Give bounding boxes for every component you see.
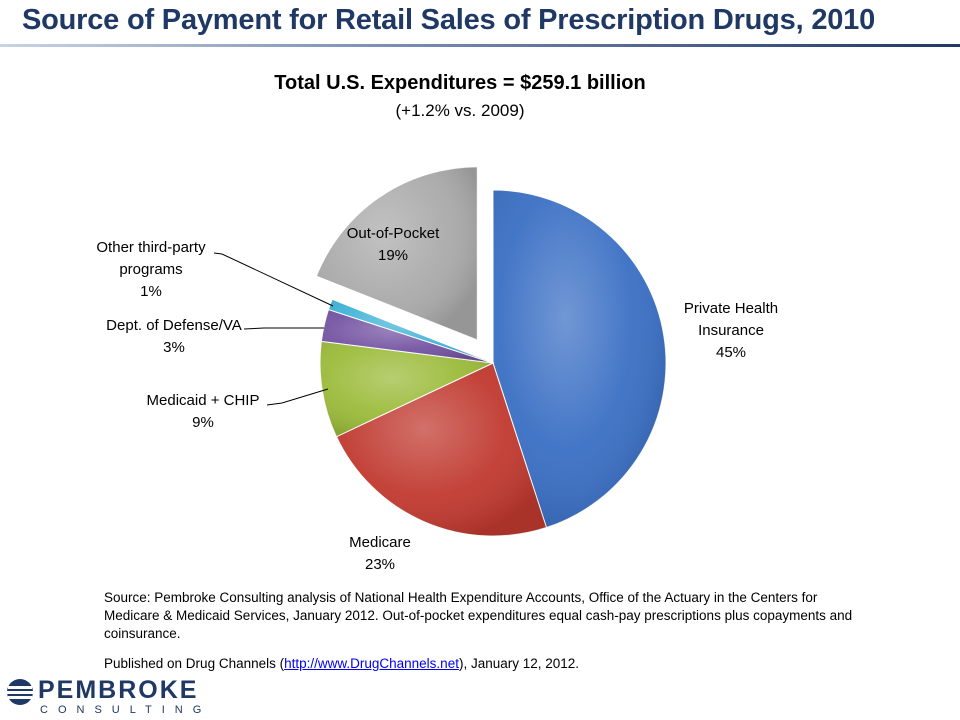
slice-label-dept-of-defense-va: Dept. of Defense/VA 3% — [106, 317, 242, 356]
title-rule — [0, 44, 960, 47]
slice-label-out-of-pocket: Out-of-Pocket 19% — [347, 225, 440, 264]
slice-label-private-health-insurance: Private Health Insurance 45% — [684, 300, 778, 361]
logo-wordmark: PEMBROKE — [38, 676, 199, 704]
chart-subtitle: (+1.2% vs. 2009) — [395, 101, 525, 120]
leader-line-medicaid-chip — [266, 388, 329, 406]
logo-subtitle: CONSULTING — [40, 704, 212, 716]
pembroke-logo-icon — [7, 679, 33, 705]
pembroke-logo: PEMBROKE CONSULTING — [4, 676, 204, 720]
drug-channels-link[interactable]: http://www.DrugChannels.net — [284, 656, 459, 671]
pie-slice-shading-out-of-pocket — [316, 166, 478, 340]
published-prefix: Published on Drug Channels ( — [104, 656, 285, 671]
leader-line-other-third-party-programs — [213, 252, 334, 307]
pie-slice-shading-private-health-insurance — [493, 190, 666, 528]
source-note: Source: Pembroke Consulting analysis of … — [104, 590, 853, 641]
page-title: Source of Payment for Retail Sales of Pr… — [22, 4, 876, 36]
chart-title: Total U.S. Expenditures = $259.1 billion — [274, 72, 646, 94]
slice-label-other-third-party-programs: Other third-party programs 1% — [96, 239, 206, 300]
leader-line-dept-of-defense-va — [243, 327, 324, 330]
pie-slice-shading-other-third-party-programs — [328, 299, 493, 363]
published-note: Published on Drug Channels (http://www.D… — [104, 656, 579, 671]
pie-slice-shading-medicare — [336, 363, 547, 536]
published-suffix: ), January 12, 2012. — [458, 656, 580, 671]
pie-slice-shading-dept-of-defense-va — [321, 309, 493, 363]
pie-slice-shading-medicaid-chip — [320, 341, 493, 437]
slice-label-medicare: Medicare 23% — [349, 534, 411, 573]
slice-label-medicaid-chip: Medicaid + CHIP 9% — [147, 392, 260, 431]
